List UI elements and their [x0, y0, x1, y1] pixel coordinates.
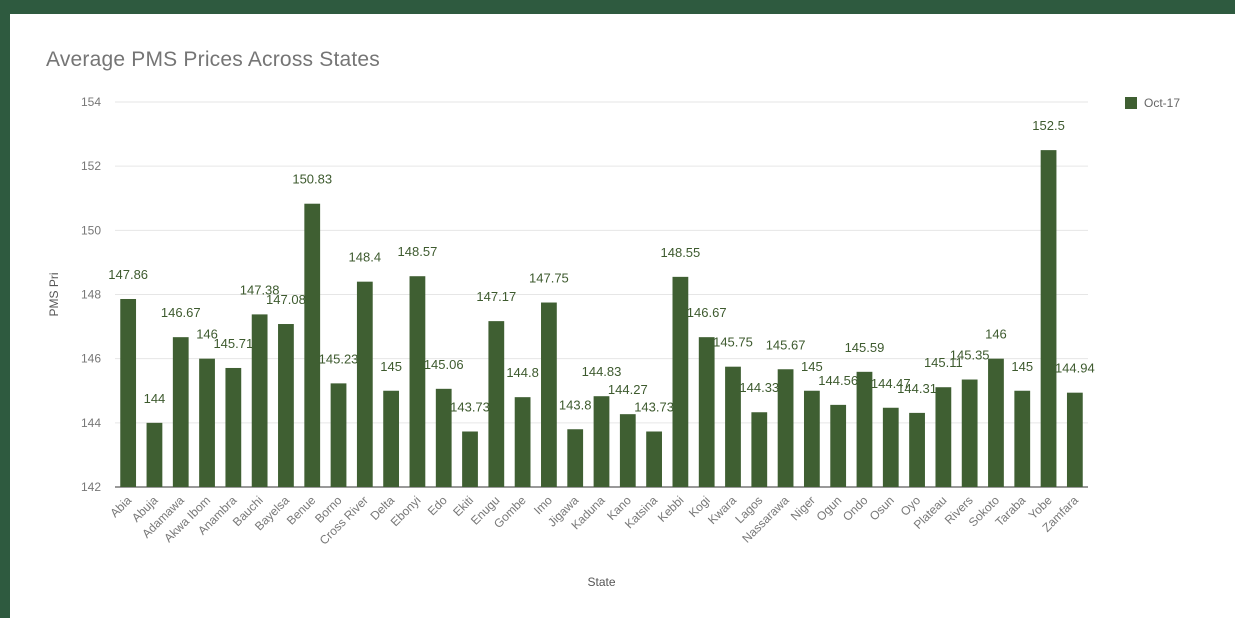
data-label: 146.67 — [687, 305, 727, 320]
bar — [961, 379, 978, 487]
data-label: 144.83 — [582, 364, 622, 379]
bar — [330, 383, 347, 487]
data-label: 144.33 — [739, 380, 779, 395]
data-label: 148.57 — [398, 244, 438, 259]
x-tick-label: Niger — [788, 493, 818, 523]
data-label: 150.83 — [292, 172, 332, 187]
bar — [251, 314, 268, 487]
data-label: 147.08 — [266, 292, 306, 307]
x-tick-label: Osun — [867, 493, 897, 523]
data-label: 152.5 — [1032, 118, 1065, 133]
bar — [278, 324, 294, 487]
bar — [856, 371, 873, 487]
y-tick-label: 154 — [81, 95, 101, 109]
data-label: 144.8 — [506, 365, 539, 380]
x-tick-label: Ebonyi — [388, 493, 424, 529]
chart-title: Average PMS Prices Across States — [46, 48, 380, 71]
data-label: 145.06 — [424, 357, 464, 372]
y-tick-label: 150 — [81, 223, 101, 237]
data-label: 144.47 — [871, 376, 911, 391]
bar — [619, 414, 636, 487]
data-label: 145.11 — [924, 355, 963, 370]
bar — [803, 390, 820, 487]
x-tick-label: Taraba — [993, 493, 1029, 529]
data-label: 144.94 — [1055, 361, 1095, 376]
bar — [988, 358, 1004, 487]
data-label: 143.73 — [634, 399, 674, 414]
legend-swatch — [1125, 97, 1137, 109]
bar — [909, 412, 925, 487]
bar — [225, 367, 242, 487]
data-label: 145.23 — [319, 351, 359, 366]
data-label: 144.31 — [897, 381, 937, 396]
bar — [199, 358, 215, 487]
data-label: 143.73 — [450, 399, 490, 414]
data-label: 145.35 — [950, 348, 990, 363]
x-axis-title: State — [587, 575, 615, 589]
bar — [146, 422, 163, 487]
data-label: 146 — [196, 327, 218, 342]
data-label: 145 — [380, 359, 402, 374]
bar — [435, 388, 452, 487]
data-label: 145.59 — [845, 340, 885, 355]
x-tick-label: Edo — [425, 493, 450, 518]
y-tick-label: 152 — [81, 159, 101, 173]
bar — [172, 337, 189, 487]
y-tick-label: 142 — [81, 480, 101, 494]
data-label: 144.27 — [608, 382, 648, 397]
x-tick-label: Kwara — [705, 493, 739, 527]
x-tick-label: Ondo — [840, 493, 871, 524]
bar — [383, 390, 400, 487]
data-label: 147.17 — [476, 289, 516, 304]
bar — [120, 298, 137, 487]
x-tick-label: Kebbi — [655, 493, 687, 525]
bar — [751, 412, 768, 487]
y-axis-title: PMS Pri — [47, 272, 61, 316]
bar — [672, 276, 689, 487]
y-tick-label: 144 — [81, 416, 101, 430]
bar — [1066, 392, 1083, 487]
bar — [882, 407, 899, 487]
data-label: 145 — [1011, 359, 1033, 374]
bar — [541, 302, 557, 487]
data-label: 148.4 — [349, 250, 382, 265]
bar — [462, 431, 478, 487]
data-label: 144.56 — [818, 373, 858, 388]
bar — [356, 281, 373, 487]
bar — [514, 397, 531, 487]
data-label: 146.67 — [161, 305, 201, 320]
bar — [935, 387, 952, 487]
data-label: 148.55 — [661, 245, 701, 260]
bar — [304, 203, 321, 487]
bar — [777, 369, 794, 487]
bar — [698, 337, 715, 487]
bar — [646, 431, 662, 487]
bar — [830, 404, 847, 487]
data-label: 147.86 — [108, 267, 148, 282]
bar — [1040, 150, 1057, 487]
bar — [409, 276, 426, 487]
bar — [1014, 390, 1031, 487]
data-label: 145.71 — [213, 336, 253, 351]
bar-chart: 142144146148150152154147.86Abia144Abuja1… — [47, 95, 1180, 589]
data-label: 144 — [144, 391, 166, 406]
data-label: 145.67 — [766, 337, 806, 352]
x-tick-label: Ogun — [814, 493, 845, 524]
data-label: 145.75 — [713, 335, 753, 350]
bar — [567, 429, 584, 487]
legend-label: Oct-17 — [1144, 96, 1180, 110]
bar — [725, 366, 741, 487]
chart-card: Average PMS Prices Across States 142 144 1… — [10, 14, 1235, 618]
x-tick-label: Benue — [284, 493, 319, 528]
y-tick-label: 146 — [81, 352, 101, 366]
data-label: 143.8 — [559, 397, 592, 412]
data-label: 147.38 — [240, 282, 280, 297]
bar — [488, 321, 505, 487]
data-label: 147.75 — [529, 271, 569, 286]
data-label: 146 — [985, 327, 1007, 342]
data-label: 145 — [801, 359, 823, 374]
y-tick-label: 148 — [81, 288, 101, 302]
bar — [593, 396, 610, 487]
